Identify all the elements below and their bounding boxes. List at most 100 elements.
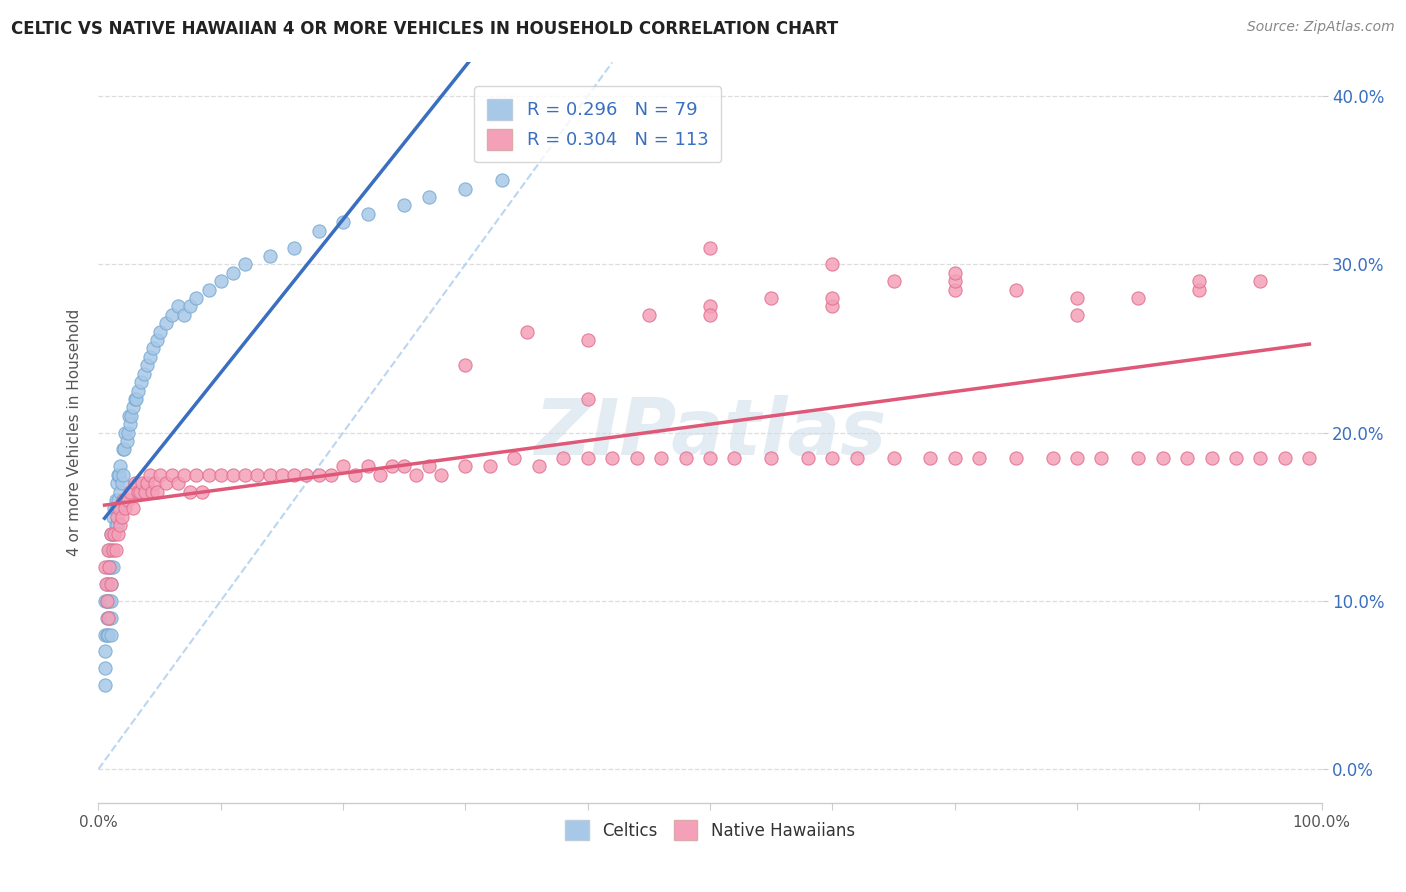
Point: [723, 450, 745, 465]
Point: [920, 450, 942, 465]
Point: [259, 249, 281, 263]
Point: [1066, 450, 1088, 465]
Point: [186, 291, 208, 305]
Point: [105, 518, 128, 533]
Point: [1066, 308, 1088, 322]
Point: [821, 300, 844, 314]
Point: [1128, 291, 1150, 305]
Point: [111, 509, 134, 524]
Point: [103, 526, 125, 541]
Point: [883, 450, 905, 465]
Point: [1066, 291, 1088, 305]
Point: [1298, 450, 1320, 465]
Point: [98, 560, 121, 574]
Text: CELTIC VS NATIVE HAWAIIAN 4 OR MORE VEHICLES IN HOUSEHOLD CORRELATION CHART: CELTIC VS NATIVE HAWAIIAN 4 OR MORE VEHI…: [11, 20, 838, 37]
Point: [368, 467, 391, 482]
Point: [553, 450, 575, 465]
Point: [93, 644, 115, 658]
Point: [233, 257, 256, 271]
Point: [94, 577, 117, 591]
Point: [97, 627, 120, 641]
Point: [699, 240, 721, 254]
Point: [104, 492, 127, 507]
Point: [503, 450, 526, 465]
Point: [576, 450, 599, 465]
Point: [761, 450, 783, 465]
Point: [1128, 450, 1150, 465]
Point: [103, 526, 125, 541]
Point: [600, 450, 623, 465]
Point: [283, 467, 305, 482]
Point: [98, 543, 121, 558]
Text: Source: ZipAtlas.com: Source: ZipAtlas.com: [1247, 20, 1395, 34]
Point: [1152, 450, 1174, 465]
Point: [626, 450, 648, 465]
Point: [821, 450, 844, 465]
Point: [191, 484, 214, 499]
Point: [319, 467, 342, 482]
Point: [98, 560, 121, 574]
Point: [112, 442, 135, 457]
Point: [120, 409, 142, 423]
Point: [356, 459, 378, 474]
Point: [1090, 450, 1112, 465]
Point: [332, 215, 354, 229]
Point: [96, 627, 118, 641]
Point: [136, 476, 159, 491]
Point: [100, 577, 122, 591]
Point: [308, 224, 330, 238]
Point: [222, 467, 245, 482]
Point: [1249, 274, 1271, 288]
Point: [97, 543, 120, 558]
Point: [100, 610, 122, 624]
Point: [392, 198, 416, 212]
Point: [100, 526, 122, 541]
Point: [344, 467, 367, 482]
Point: [943, 274, 966, 288]
Point: [515, 325, 537, 339]
Point: [108, 467, 131, 482]
Point: [110, 484, 132, 499]
Point: [845, 450, 868, 465]
Point: [797, 450, 820, 465]
Point: [111, 476, 134, 491]
Point: [675, 450, 697, 465]
Point: [430, 467, 453, 482]
Point: [821, 291, 844, 305]
Point: [110, 459, 132, 474]
Point: [209, 274, 232, 288]
Point: [105, 509, 128, 524]
Point: [527, 459, 550, 474]
Point: [139, 350, 162, 364]
Point: [125, 392, 148, 406]
Point: [167, 476, 190, 491]
Point: [491, 173, 513, 187]
Point: [131, 476, 153, 491]
Point: [143, 476, 166, 491]
Point: [454, 459, 477, 474]
Point: [100, 594, 122, 608]
Point: [222, 266, 245, 280]
Point: [197, 283, 219, 297]
Point: [104, 543, 127, 558]
Point: [883, 274, 905, 288]
Point: [454, 181, 477, 195]
Point: [179, 300, 201, 314]
Point: [943, 283, 966, 297]
Point: [392, 459, 416, 474]
Point: [108, 501, 131, 516]
Point: [98, 594, 121, 608]
Point: [110, 518, 132, 533]
Point: [1042, 450, 1064, 465]
Point: [127, 384, 149, 398]
Point: [821, 257, 844, 271]
Point: [93, 678, 115, 692]
Point: [96, 594, 118, 608]
Point: [93, 594, 115, 608]
Point: [136, 359, 159, 373]
Point: [100, 627, 122, 641]
Point: [101, 509, 124, 524]
Point: [96, 610, 118, 624]
Point: [381, 459, 404, 474]
Point: [650, 450, 672, 465]
